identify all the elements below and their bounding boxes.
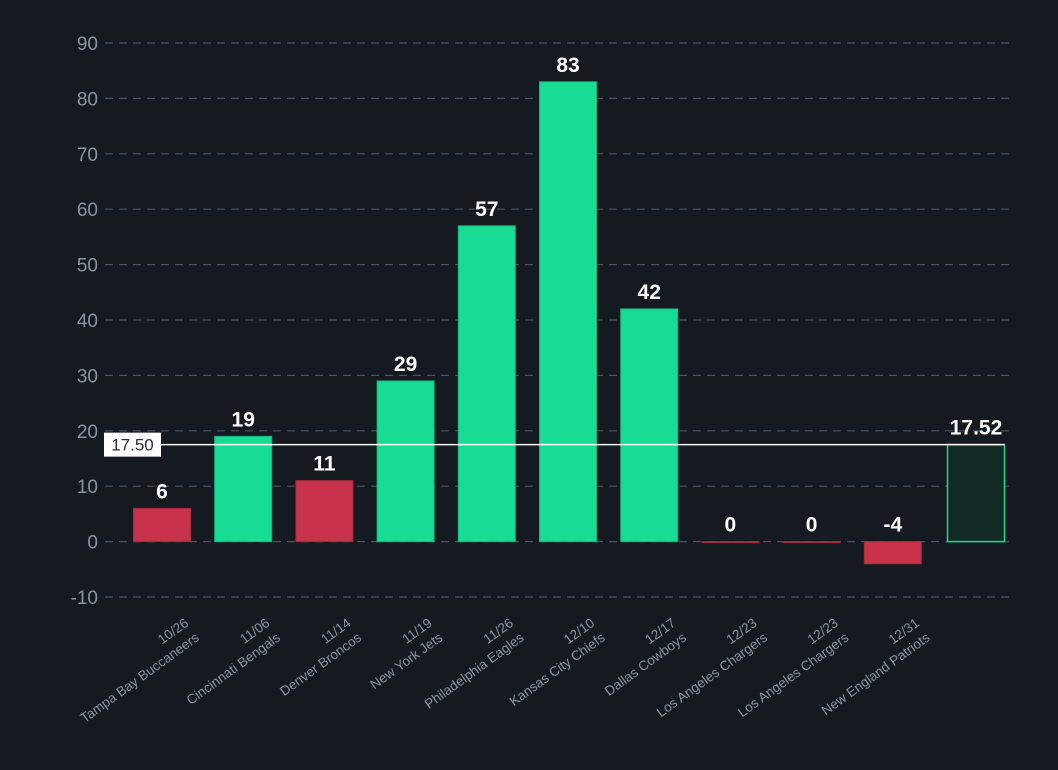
bar xyxy=(214,435,273,543)
y-tick-label: 40 xyxy=(77,311,98,332)
bar xyxy=(782,541,841,544)
y-tick-label: 80 xyxy=(77,89,98,110)
bar xyxy=(539,81,597,543)
bar-value-label: 6 xyxy=(156,480,168,503)
bar-value-label: 29 xyxy=(394,353,417,376)
y-tick-label: 70 xyxy=(77,145,98,166)
bar-value-label: 11 xyxy=(313,453,336,476)
bar-value-label: -4 xyxy=(883,514,902,537)
bar xyxy=(376,380,435,543)
reference-line-layer: 17.50 xyxy=(104,432,1005,457)
bar xyxy=(295,480,354,543)
bar xyxy=(620,308,679,543)
y-tick-label: 50 xyxy=(77,256,98,277)
y-tick-label: 60 xyxy=(77,200,98,221)
y-tick-label: 30 xyxy=(77,366,98,387)
summary-bar-value-label: 17.52 xyxy=(950,417,1003,440)
y-tick-label: 20 xyxy=(77,422,98,443)
y-tick-label: 10 xyxy=(77,477,98,498)
y-tick-label: 0 xyxy=(87,533,98,554)
y-tick-label: -10 xyxy=(71,588,98,609)
bar-layer xyxy=(133,81,1006,565)
bar xyxy=(701,541,760,544)
bar-value-label: 0 xyxy=(725,514,737,537)
bar-value-label: 42 xyxy=(638,281,661,304)
bar-value-label: 83 xyxy=(556,54,579,77)
bar xyxy=(863,541,922,565)
reference-line-label: 17.50 xyxy=(111,436,154,455)
reference-line-tag xyxy=(104,432,161,457)
y-tick-label: 90 xyxy=(77,34,98,55)
summary-bar xyxy=(946,443,1006,543)
bar-value-label: 19 xyxy=(232,408,255,431)
bar-value-label: 0 xyxy=(806,514,818,537)
x-tick-team: Denver Broncos xyxy=(277,630,364,699)
bar-value-label: 57 xyxy=(475,198,498,221)
bar xyxy=(457,225,516,543)
x-tick-team: Tampa Bay Buccaneers xyxy=(78,630,202,726)
value-label-layer: 6 19 11 29 57 83 42 0 0 -4 17.52 xyxy=(156,54,1002,537)
bar xyxy=(133,507,191,543)
